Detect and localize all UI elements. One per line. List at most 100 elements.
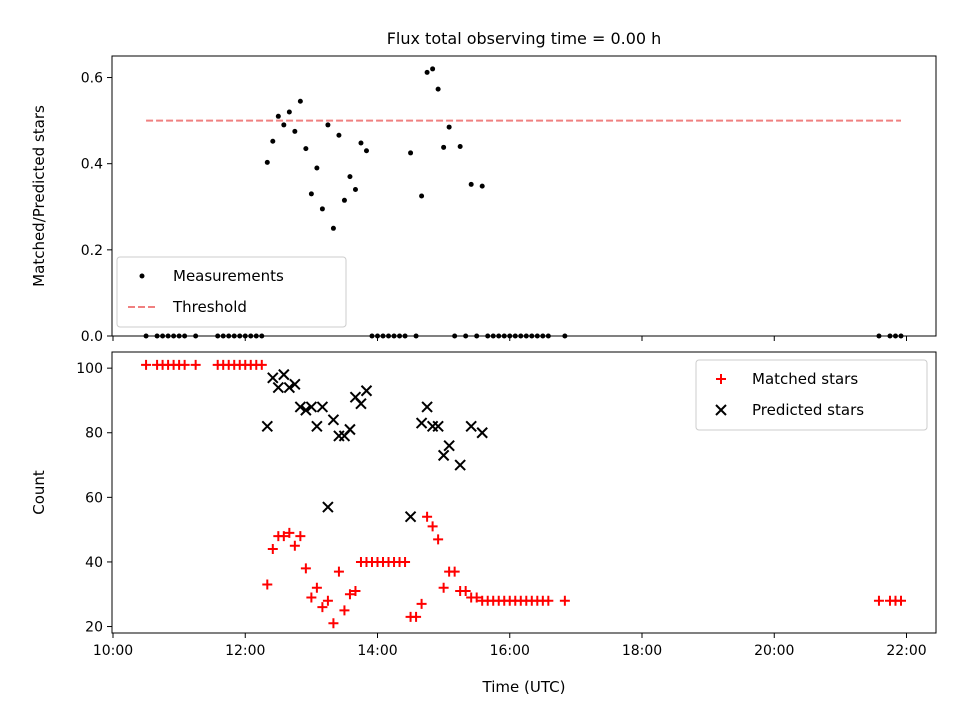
data-point	[471, 592, 482, 603]
data-point	[422, 511, 433, 522]
legend-label: Predicted stars	[752, 401, 864, 419]
data-point	[314, 165, 320, 171]
data-point	[264, 159, 270, 165]
data-point	[400, 556, 411, 567]
data-point	[457, 143, 463, 149]
legend-box	[695, 359, 928, 431]
data-point	[408, 150, 414, 156]
legend-swatch	[139, 273, 145, 279]
data-point	[289, 540, 300, 551]
data-point	[267, 544, 278, 555]
data-point	[289, 378, 301, 391]
data-point	[404, 511, 417, 523]
x-tick-label: 12:00	[225, 643, 265, 659]
data-point	[286, 109, 292, 115]
data-point	[284, 527, 295, 538]
data-point	[295, 531, 306, 542]
data-point	[292, 128, 298, 134]
x-tick-label: 14:00	[357, 643, 397, 659]
y-tick-label: 0.0	[81, 329, 103, 345]
legend: Matched stars Predicted stars	[695, 359, 928, 431]
ratio-panel: Flux total observing time = 0.00 h 0.0 0.2…	[30, 29, 937, 345]
data-point	[416, 598, 427, 609]
data-point	[363, 148, 369, 154]
chart-title: Flux total observing time = 0.00 h	[387, 29, 662, 48]
y-tick-label: 0.2	[81, 243, 103, 259]
data-point	[305, 401, 318, 413]
data-point	[468, 181, 474, 187]
legend-box	[116, 256, 347, 328]
axes-frame	[111, 55, 937, 337]
data-point	[330, 225, 336, 231]
data-point	[427, 521, 438, 532]
data-point	[278, 531, 289, 542]
data-point	[179, 359, 190, 370]
data-point	[419, 193, 425, 199]
data-point	[261, 420, 274, 432]
data-point	[328, 618, 339, 629]
legend-label: Matched stars	[752, 370, 858, 388]
data-point	[358, 140, 364, 146]
data-point	[319, 206, 325, 212]
data-point	[308, 191, 314, 197]
data-point	[341, 197, 347, 203]
data-point	[303, 146, 309, 152]
data-point	[424, 69, 430, 75]
data-point	[476, 427, 488, 439]
data-point	[297, 98, 303, 104]
data-point	[446, 124, 452, 130]
data-point	[344, 423, 356, 436]
data-point	[352, 187, 358, 193]
data-point	[311, 420, 323, 432]
x-tick-label: 22:00	[886, 643, 926, 659]
y-tick-label: 40	[85, 555, 103, 571]
data-point	[322, 595, 333, 606]
y-tick-label: 0.6	[81, 71, 103, 87]
data-point	[283, 381, 296, 394]
data-point	[360, 385, 373, 397]
data-point	[316, 401, 329, 413]
data-point	[344, 589, 355, 600]
data-point	[294, 401, 307, 413]
data-point	[325, 122, 331, 128]
data-point	[190, 359, 201, 370]
data-point	[350, 586, 361, 597]
data-point	[262, 579, 273, 590]
y-tick-label: 20	[85, 620, 103, 636]
series-1	[261, 368, 488, 523]
count-panel: 10:00 12:00 14:00 16:00 18:00 20:00 22:00 20 40 6…	[30, 351, 937, 696]
data-point	[449, 566, 460, 577]
data-point	[465, 420, 477, 432]
data-point	[311, 582, 322, 593]
data-point	[267, 372, 279, 384]
legend-swatch	[716, 374, 726, 384]
data-point	[873, 595, 884, 606]
data-point	[141, 359, 152, 370]
data-point	[306, 592, 317, 603]
data-point	[256, 359, 267, 370]
legend-swatch	[715, 404, 727, 416]
data-point	[270, 138, 276, 144]
y-tick-label: 0.4	[81, 157, 103, 173]
data-point	[896, 595, 907, 606]
y-tick-label: 60	[85, 490, 103, 506]
data-point	[355, 397, 367, 410]
x-tick-label: 16:00	[490, 643, 530, 659]
data-point	[559, 595, 570, 606]
x-tick-label: 20:00	[754, 643, 794, 659]
data-point	[300, 563, 311, 574]
data-point	[437, 449, 450, 462]
data-point	[333, 566, 344, 577]
data-point	[543, 595, 554, 606]
x-tick-label: 18:00	[622, 643, 662, 659]
y-tick-label: 80	[85, 426, 103, 442]
data-point	[443, 439, 455, 452]
data-point	[347, 174, 353, 180]
data-point	[438, 582, 449, 593]
data-point	[441, 144, 447, 150]
data-point	[322, 501, 334, 513]
data-point	[339, 605, 350, 616]
axes-frame	[111, 351, 937, 634]
data-point	[317, 602, 328, 613]
